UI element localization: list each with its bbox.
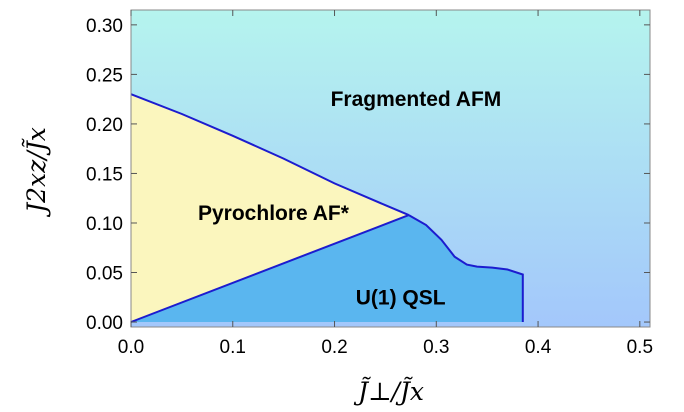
y-tick-label: 0.25 [86, 65, 123, 86]
boundary-pyrochlore-upper [130, 93, 410, 217]
y-tick-label: 0.05 [86, 264, 123, 285]
boundary-qsl-afm [408, 214, 524, 322]
x-tick-label: 0.1 [220, 337, 246, 358]
region-label-fragmented-afm: Fragmented AFM [331, 88, 502, 111]
x-tick-label: 0.0 [118, 337, 144, 358]
y-tick-label: 0.00 [86, 313, 123, 334]
y-tick-label: 0.30 [86, 16, 123, 37]
region-label-pyrochlore-af: Pyrochlore AF* [198, 202, 350, 225]
region-pyrochlore-af [131, 94, 409, 322]
region-u-1-qsl [131, 215, 523, 322]
y-tick-label: 0.10 [86, 214, 123, 235]
y-tick-label: 0.15 [86, 164, 123, 185]
plot-frame [130, 9, 651, 328]
x-tick-label: 0.3 [423, 337, 449, 358]
x-axis-label: J̃⊥/J̃x [353, 377, 424, 406]
y-tick-label: 0.20 [86, 115, 123, 136]
x-tick-label: 0.5 [627, 337, 653, 358]
y-axis-label: J2xz/J̃x [22, 127, 51, 218]
boundary-pyrochlore-qsl [130, 214, 410, 323]
x-tick-label: 0.2 [321, 337, 347, 358]
region-label-u-1-qsl: U(1) QSL [356, 286, 446, 309]
x-tick-label: 0.4 [525, 337, 552, 358]
